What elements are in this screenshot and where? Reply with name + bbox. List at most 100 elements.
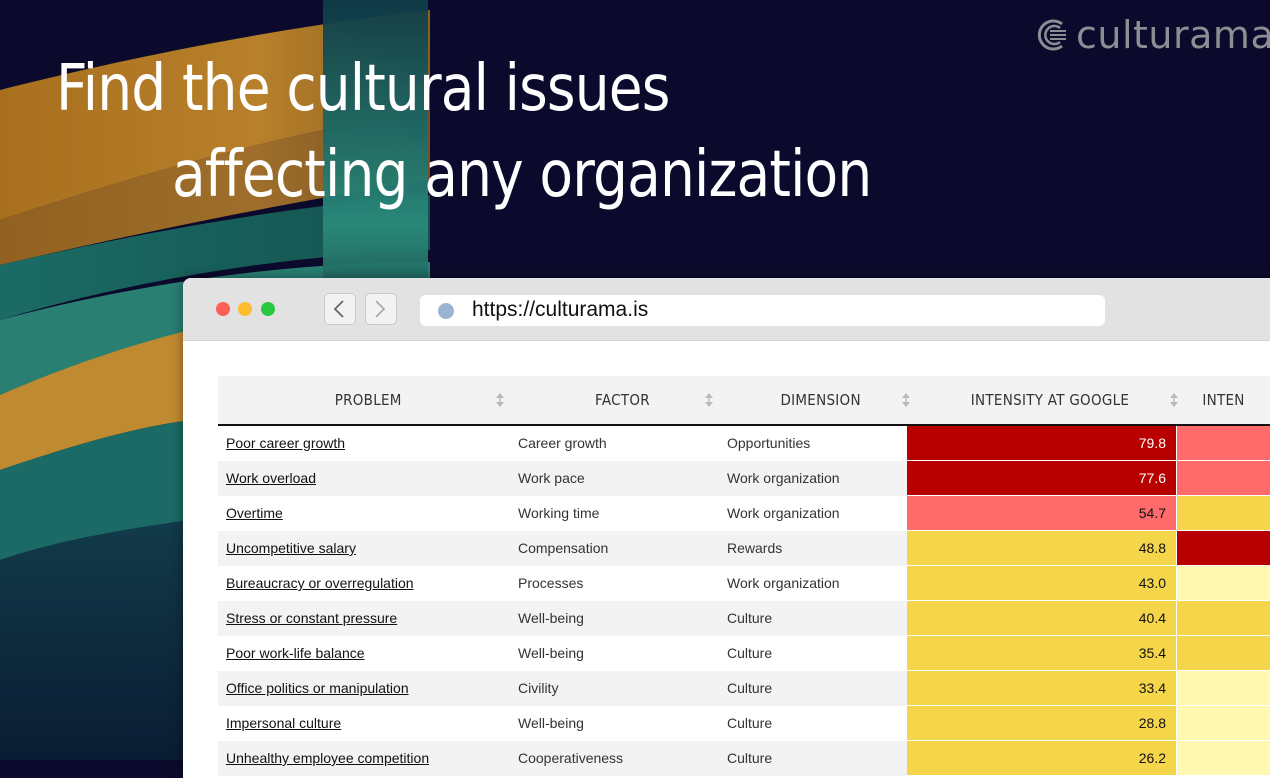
dimension-cell: Culture — [727, 680, 773, 696]
problem-cell: Overtime — [218, 496, 510, 531]
intensity-google-cell: 35.4 — [907, 636, 1176, 671]
chevron-left-icon — [333, 300, 344, 318]
table-row: Office politics or manipulation Civility C… — [218, 671, 1270, 706]
sort-icon — [705, 393, 713, 407]
chevron-right-icon — [375, 300, 386, 318]
maximize-window-button[interactable] — [261, 302, 275, 316]
factor-cell: Processes — [518, 575, 584, 591]
table-row: Work overload Work pace Work organization 7… — [218, 461, 1270, 496]
column-header-label: PROBLEM — [334, 391, 402, 409]
factor-cell: Career growth — [518, 435, 607, 451]
intensity-google-cell: 79.8 — [907, 426, 1176, 461]
problem-cell: Office politics or manipulation — [218, 671, 510, 706]
intensity-next-cell — [1176, 496, 1270, 531]
headline-line-1: Find the cultural issues — [56, 52, 670, 126]
column-header-label: INTENSITY AT GOOGLE — [970, 391, 1129, 409]
forward-button[interactable] — [365, 293, 397, 325]
intensity-next-cell — [1176, 706, 1270, 741]
table-row: Uncompetitive salary Compensation Rewards 4… — [218, 531, 1270, 566]
problem-cell: Uncompetitive salary — [218, 531, 510, 566]
column-header-label: FACTOR — [595, 391, 650, 409]
close-window-button[interactable] — [216, 302, 230, 316]
dimension-cell: Work organization — [727, 505, 840, 521]
intensity-next-cell — [1176, 636, 1270, 671]
factor-cell: Civility — [518, 680, 559, 696]
column-header-problem[interactable]: PROBLEM — [218, 376, 518, 424]
problem-cell: Impersonal culture — [218, 706, 510, 741]
table-row: Overtime Working time Work organization 54.… — [218, 496, 1270, 531]
intensity-next-cell — [1176, 426, 1270, 461]
minimize-window-button[interactable] — [238, 302, 252, 316]
problem-link[interactable]: Impersonal culture — [226, 715, 342, 731]
column-header-label: INTEN — [1202, 391, 1245, 409]
back-button[interactable] — [324, 293, 356, 325]
dimension-cell: Culture — [727, 715, 773, 731]
intensity-google-cell: 43.0 — [907, 566, 1176, 601]
factor-cell: Work pace — [518, 470, 585, 486]
browser-toolbar: https://culturama.is — [183, 278, 1270, 341]
table-row: Stress or constant pressure Well-being Cul… — [218, 601, 1270, 636]
problem-cell: Unhealthy employee competition — [218, 741, 510, 776]
intensity-google-cell: 40.4 — [907, 601, 1176, 636]
column-header-factor[interactable]: FACTOR — [518, 376, 727, 424]
column-header-label: DIMENSION — [780, 391, 862, 409]
sort-icon — [496, 393, 504, 407]
factor-cell: Cooperativeness — [518, 750, 624, 766]
factor-cell: Working time — [518, 505, 600, 521]
intensity-google-cell: 28.8 — [907, 706, 1176, 741]
intensity-google-cell: 26.2 — [907, 741, 1176, 776]
intensity-google-cell: 77.6 — [907, 461, 1176, 496]
dimension-cell: Opportunities — [727, 435, 811, 451]
problem-link[interactable]: Unhealthy employee competition — [226, 750, 430, 766]
factor-cell: Well-being — [518, 610, 584, 626]
dimension-cell: Work organization — [727, 470, 840, 486]
culturama-logo[interactable]: culturama — [1036, 13, 1270, 57]
problem-cell: Poor work-life balance — [218, 636, 510, 671]
table-row: Poor career growth Career growth Opportuni… — [218, 426, 1270, 461]
dimension-cell: Rewards — [727, 540, 783, 556]
problem-link[interactable]: Stress or constant pressure — [226, 610, 398, 626]
dimension-cell: Culture — [727, 610, 773, 626]
intensity-next-cell — [1176, 741, 1270, 776]
problem-cell: Bureaucracy or overregulation — [218, 566, 510, 601]
sort-icon — [1170, 393, 1178, 407]
intensity-google-cell: 48.8 — [907, 531, 1176, 566]
problem-cell: Work overload — [218, 461, 510, 496]
column-header-intensity-next[interactable]: INTEN — [1184, 376, 1270, 424]
table-row: Bureaucracy or overregulation Processes Wo… — [218, 566, 1270, 601]
culturama-logo-icon — [1037, 19, 1066, 51]
table-row: Impersonal culture Well-being Culture 28.8 — [218, 706, 1270, 741]
factor-cell: Compensation — [518, 540, 609, 556]
factor-cell: Well-being — [518, 715, 584, 731]
url-text: https://culturama.is — [472, 298, 649, 321]
intensity-next-cell — [1176, 566, 1270, 601]
factor-cell: Well-being — [518, 645, 584, 661]
intensity-google-cell: 33.4 — [907, 671, 1176, 706]
problems-table: PROBLEM FACTOR DIMENSION INTENSITY AT GO… — [218, 376, 1270, 776]
intensity-google-cell: 54.7 — [907, 496, 1176, 531]
problem-link[interactable]: Overtime — [226, 505, 283, 521]
table-body: Poor career growth Career growth Opportuni… — [218, 426, 1270, 776]
intensity-next-cell — [1176, 601, 1270, 636]
problem-link[interactable]: Office politics or manipulation — [226, 680, 409, 696]
problem-link[interactable]: Poor work-life balance — [226, 645, 365, 661]
address-bar[interactable]: https://culturama.is — [420, 295, 1105, 326]
problem-link[interactable]: Bureaucracy or overregulation — [226, 575, 414, 591]
intensity-next-cell — [1176, 461, 1270, 496]
column-header-dimension[interactable]: DIMENSION — [727, 376, 915, 424]
dimension-cell: Culture — [727, 750, 773, 766]
intensity-next-cell — [1176, 671, 1270, 706]
headline-line-2: affecting any organization — [172, 138, 872, 212]
table-header: PROBLEM FACTOR DIMENSION INTENSITY AT GO… — [218, 376, 1270, 426]
sort-icon — [902, 393, 910, 407]
problem-cell: Poor career growth — [218, 426, 510, 461]
problem-link[interactable]: Uncompetitive salary — [226, 540, 356, 556]
table-row: Poor work-life balance Well-being Culture 3… — [218, 636, 1270, 671]
problem-link[interactable]: Poor career growth — [226, 435, 346, 451]
logo-text: culturama — [1076, 13, 1270, 57]
column-header-intensity-google[interactable]: INTENSITY AT GOOGLE — [915, 376, 1184, 424]
table-row: Unhealthy employee competition Cooperativ… — [218, 741, 1270, 776]
site-info-icon[interactable] — [438, 303, 454, 319]
problem-link[interactable]: Work overload — [226, 470, 317, 486]
problem-cell: Stress or constant pressure — [218, 601, 510, 636]
